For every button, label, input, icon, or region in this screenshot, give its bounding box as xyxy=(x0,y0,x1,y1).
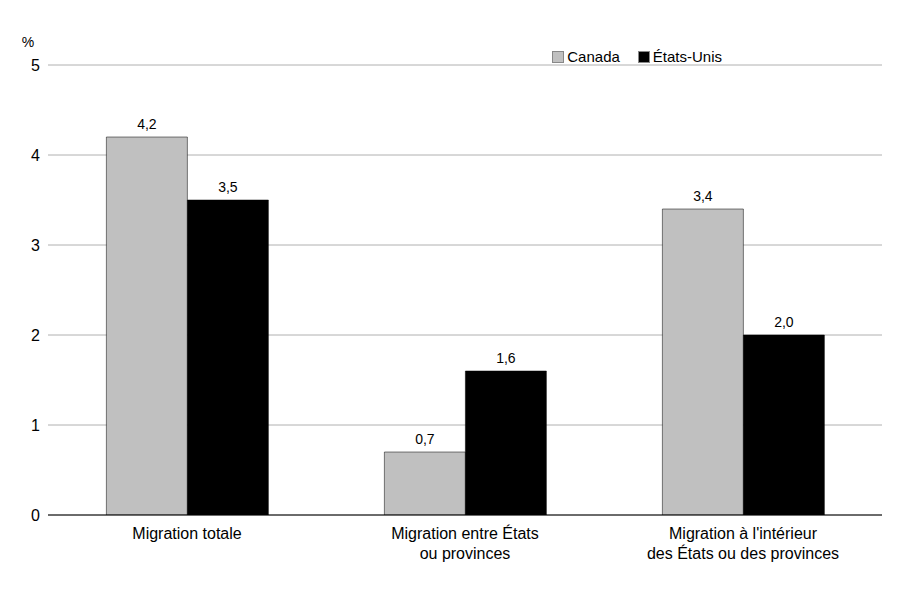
svg-text:%: % xyxy=(22,34,34,50)
svg-text:Migration à l'intérieur: Migration à l'intérieur xyxy=(669,525,818,542)
svg-text:3: 3 xyxy=(31,237,40,254)
svg-text:Migration totale: Migration totale xyxy=(132,525,241,542)
svg-text:2,0: 2,0 xyxy=(774,314,794,330)
svg-text:des États ou des provinces: des États ou des provinces xyxy=(647,544,839,562)
svg-text:3,5: 3,5 xyxy=(218,179,238,195)
svg-text:4,2: 4,2 xyxy=(137,116,157,132)
svg-text:2: 2 xyxy=(31,327,40,344)
svg-text:3,4: 3,4 xyxy=(693,188,713,204)
svg-text:0,7: 0,7 xyxy=(415,431,435,447)
html-text:Canada: Canada xyxy=(567,48,620,65)
svg-text:5: 5 xyxy=(31,57,40,74)
svg-text:0: 0 xyxy=(31,507,40,524)
svg-text:ou provinces: ou provinces xyxy=(420,545,511,562)
html-text:États-Unis: États-Unis xyxy=(652,48,722,65)
svg-text:1: 1 xyxy=(31,417,40,434)
svg-text:1,6: 1,6 xyxy=(496,350,516,366)
svg-text:Migration entre États: Migration entre États xyxy=(391,524,539,542)
svg-text:4: 4 xyxy=(31,147,40,164)
